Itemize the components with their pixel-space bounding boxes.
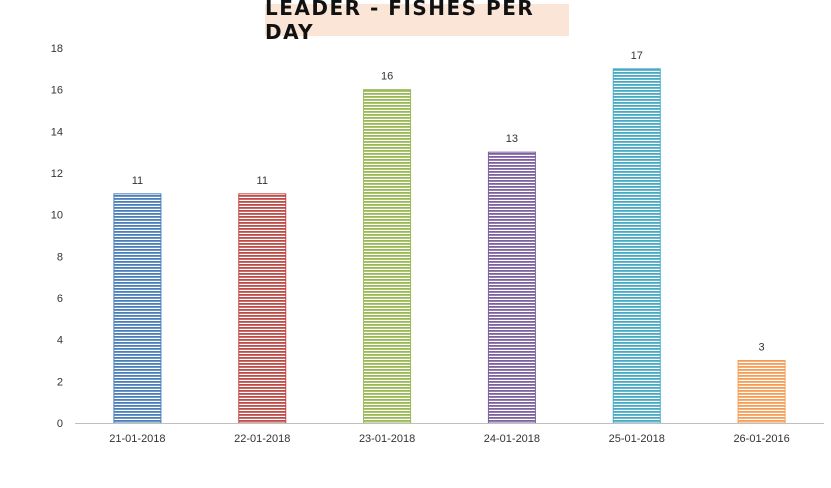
x-tick-label: 26-01-2016 (733, 433, 789, 445)
x-tick-label: 24-01-2018 (484, 433, 540, 445)
data-labels: 11 11 16 13 17 3 (132, 50, 765, 354)
bar (113, 193, 162, 424)
x-tick-label: 22-01-2018 (234, 433, 290, 445)
x-tick-label: 23-01-2018 (359, 433, 415, 445)
bar (238, 193, 287, 424)
chart-title: LEADER - FISHES PER DAY (265, 0, 569, 44)
data-label: 3 (759, 342, 765, 354)
bars (113, 68, 786, 424)
y-tick-label: 12 (51, 168, 63, 180)
y-tick-label: 8 (57, 251, 63, 263)
y-tick-label: 2 (57, 376, 63, 388)
data-label: 11 (257, 175, 268, 187)
data-label: 16 (381, 71, 393, 83)
x-tick-label: 25-01-2018 (609, 433, 665, 445)
y-tick-label: 10 (51, 210, 63, 222)
data-label: 11 (132, 175, 143, 187)
y-tick-label: 16 (51, 85, 63, 97)
y-tick-label: 0 (57, 418, 63, 430)
y-axis: 0 2 4 6 8 10 12 14 16 18 (51, 43, 63, 430)
data-label: 13 (506, 133, 518, 145)
y-tick-label: 14 (51, 126, 63, 138)
y-tick-label: 4 (57, 335, 63, 347)
x-tick-label: 21-01-2018 (109, 433, 165, 445)
bar (487, 151, 536, 424)
x-axis: 21-01-2018 22-01-2018 23-01-2018 24-01-2018… (109, 433, 789, 445)
y-tick-label: 18 (51, 43, 63, 55)
data-label: 17 (631, 50, 643, 62)
bar (612, 68, 661, 424)
bar (737, 360, 786, 424)
y-tick-label: 6 (57, 293, 63, 305)
bar (363, 89, 412, 424)
